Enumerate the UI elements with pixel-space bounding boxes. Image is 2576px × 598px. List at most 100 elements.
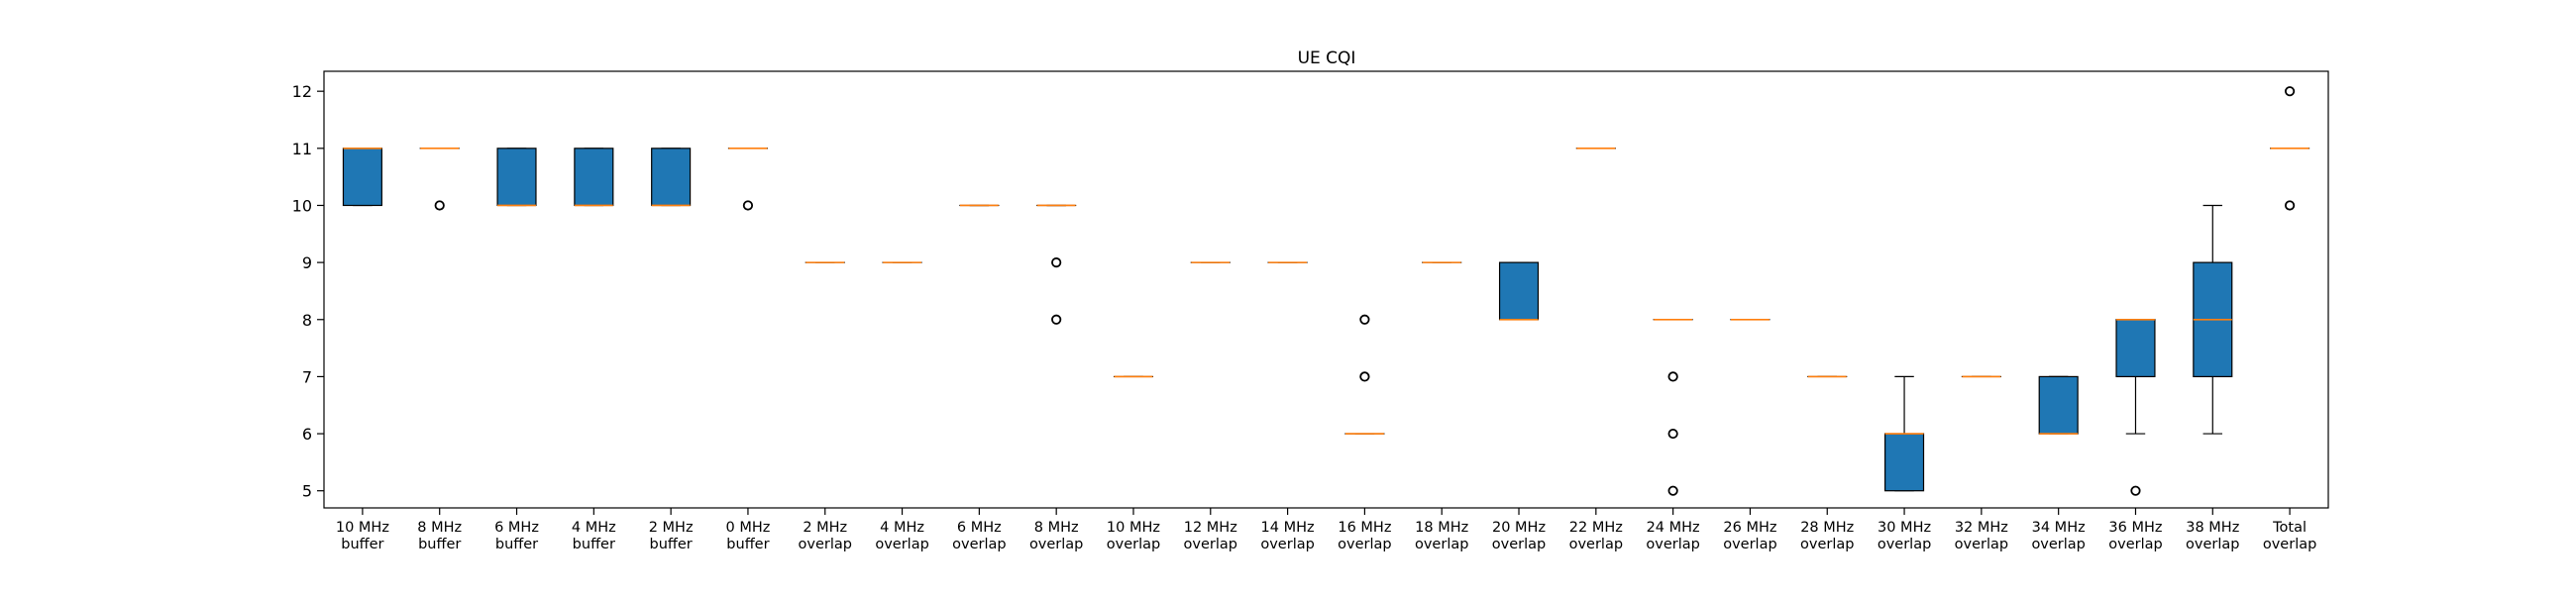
x-tick-label-line1: 16 MHz xyxy=(1338,520,1391,536)
box-iqr xyxy=(1885,434,1924,491)
box-iqr xyxy=(497,149,536,206)
x-tick-label-line2: overlap xyxy=(2031,537,2085,552)
box-group xyxy=(1500,262,1539,320)
outlier-point xyxy=(2286,87,2294,95)
y-tick-label: 11 xyxy=(292,140,312,158)
x-tick-label-line1: 4 MHz xyxy=(572,520,616,536)
x-tick-label-line1: 30 MHz xyxy=(1878,520,1931,536)
x-tick-label-line2: overlap xyxy=(1107,537,1160,552)
x-tick-label-line1: 2 MHz xyxy=(803,520,847,536)
x-tick-label-line2: overlap xyxy=(2186,537,2239,552)
x-tick-label-line2: overlap xyxy=(2108,537,2162,552)
box-group xyxy=(1885,376,1924,490)
chart-title: UE CQI xyxy=(1298,49,1356,68)
y-tick-label: 9 xyxy=(302,253,312,272)
y-tick-label: 6 xyxy=(302,425,312,444)
x-tick-label-line1: 10 MHz xyxy=(336,520,389,536)
x-tick-label-line2: overlap xyxy=(1184,537,1237,552)
x-tick-label-line1: 12 MHz xyxy=(1184,520,1237,536)
x-tick-label-line1: 20 MHz xyxy=(1492,520,1546,536)
x-tick-label-line1: 2 MHz xyxy=(649,520,694,536)
box-group xyxy=(2194,205,2232,434)
outlier-point xyxy=(1052,316,1060,324)
x-tick-label-line2: buffer xyxy=(341,537,383,552)
box-group xyxy=(420,149,459,210)
x-tick-label-line1: 4 MHz xyxy=(880,520,924,536)
x-tick-label-line2: overlap xyxy=(1955,537,2008,552)
box-group xyxy=(497,149,536,206)
x-tick-label-line2: overlap xyxy=(1415,537,1468,552)
box-iqr xyxy=(2039,376,2078,434)
x-tick-label-line1: 8 MHz xyxy=(1034,520,1079,536)
box-iqr xyxy=(343,149,381,206)
outlier-point xyxy=(2131,487,2139,495)
x-tick-label-line2: buffer xyxy=(418,537,461,552)
outlier-point xyxy=(1052,258,1060,266)
plot-frame xyxy=(324,71,2328,508)
x-tick-label-line2: buffer xyxy=(495,537,538,552)
box-iqr xyxy=(2116,320,2155,377)
x-tick-label-line2: buffer xyxy=(649,537,692,552)
x-tick-label-line1: 0 MHz xyxy=(726,520,771,536)
x-tick-label-line2: buffer xyxy=(726,537,769,552)
x-tick-label-line2: overlap xyxy=(875,537,928,552)
y-tick-label: 8 xyxy=(302,311,312,330)
x-tick-label-line1: 38 MHz xyxy=(2186,520,2239,536)
x-tick-label-line1: 24 MHz xyxy=(1647,520,1700,536)
box-iqr xyxy=(652,149,691,206)
box-group xyxy=(652,149,691,206)
outlier-point xyxy=(1668,487,1676,495)
box-group xyxy=(2039,376,2078,434)
x-tick-label-line2: overlap xyxy=(1569,537,1623,552)
x-tick-label-line2: buffer xyxy=(573,537,615,552)
y-tick-label: 7 xyxy=(302,367,312,386)
outlier-point xyxy=(744,201,752,209)
x-tick-label-line2: overlap xyxy=(1029,537,1083,552)
x-tick-label-line2: overlap xyxy=(952,537,1006,552)
x-tick-label-line1: Total xyxy=(2272,520,2307,536)
box-group xyxy=(575,149,613,206)
outlier-point xyxy=(1360,316,1368,324)
x-tick-label-line2: overlap xyxy=(1800,537,1854,552)
box-group xyxy=(1345,316,1384,435)
outlier-point xyxy=(1668,372,1676,380)
x-tick-label-line1: 32 MHz xyxy=(1955,520,2008,536)
x-tick-label-line1: 28 MHz xyxy=(1800,520,1854,536)
y-tick-label: 12 xyxy=(292,82,312,101)
x-tick-label-line1: 6 MHz xyxy=(957,520,1002,536)
outlier-point xyxy=(2286,201,2294,209)
box-group xyxy=(1654,320,1692,495)
box-group xyxy=(728,149,767,210)
box-iqr xyxy=(575,149,613,206)
x-tick-label-line2: overlap xyxy=(1723,537,1776,552)
x-tick-label-line2: overlap xyxy=(1878,537,1931,552)
outlier-point xyxy=(1668,430,1676,438)
x-tick-label-line1: 26 MHz xyxy=(1723,520,1776,536)
x-tick-label-line2: overlap xyxy=(1260,537,1314,552)
x-tick-label-line2: overlap xyxy=(1338,537,1391,552)
box-group xyxy=(1037,205,1076,323)
x-tick-label-line1: 10 MHz xyxy=(1107,520,1160,536)
boxes-layer xyxy=(343,87,2308,495)
x-tick-label-line1: 22 MHz xyxy=(1569,520,1623,536)
x-tick-label-line1: 18 MHz xyxy=(1415,520,1468,536)
x-tick-label-line1: 14 MHz xyxy=(1261,520,1315,536)
x-tick-label-line1: 8 MHz xyxy=(417,520,462,536)
y-tick-label: 5 xyxy=(302,482,312,501)
x-tick-label-line1: 36 MHz xyxy=(2108,520,2162,536)
x-tick-label-line2: overlap xyxy=(1492,537,1546,552)
x-tick-label-line2: overlap xyxy=(1646,537,1699,552)
x-tick-label-line2: overlap xyxy=(799,537,852,552)
box-iqr xyxy=(1500,262,1539,320)
outlier-point xyxy=(436,201,444,209)
outlier-point xyxy=(1360,372,1368,380)
y-tick-label: 10 xyxy=(292,196,312,215)
x-tick-label-line1: 34 MHz xyxy=(2032,520,2086,536)
box-group xyxy=(343,149,381,206)
box-group xyxy=(2271,87,2309,210)
box-group xyxy=(2116,320,2155,495)
x-tick-label-line2: overlap xyxy=(2263,537,2316,552)
x-tick-label-line1: 6 MHz xyxy=(494,520,539,536)
